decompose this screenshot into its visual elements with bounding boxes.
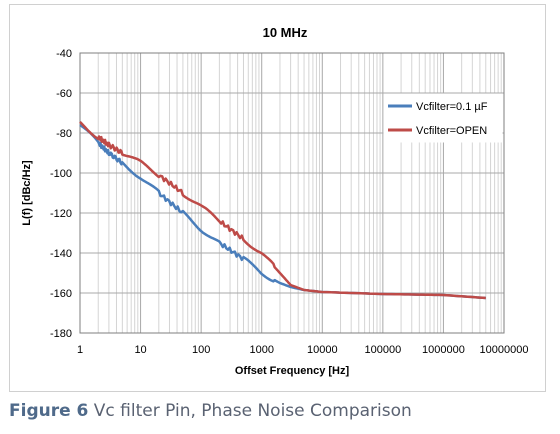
figure-label: Figure 6 — [9, 401, 89, 421]
x-tick-label: 10000000 — [480, 344, 529, 356]
x-tick-label: 100000 — [364, 344, 401, 356]
legend-label-0: Vcfilter=0.1 µF — [416, 101, 488, 113]
plot-area — [79, 52, 505, 334]
figure-caption: Figure 6 Vc filter Pin, Phase Noise Comp… — [9, 401, 412, 427]
y-tick-label: -60 — [56, 88, 72, 100]
y-tick-label: -160 — [50, 288, 72, 300]
x-tick-label: 1000 — [249, 344, 273, 356]
series-line-1 — [79, 121, 486, 300]
tick-labels: 1 10 100 1000 10000 100000 1000000 10000000 -180… — [50, 48, 529, 356]
x-tick-label: 100 — [192, 344, 210, 356]
y-tick-label: -120 — [50, 208, 72, 220]
legend-box — [383, 93, 503, 143]
y-tick-label: -40 — [56, 48, 72, 60]
chart-svg: 10 MHz 1 10 100 1000 10000 100000 1000000 10000… — [21, 25, 529, 377]
grid — [79, 52, 505, 334]
y-tick-label: -80 — [56, 128, 72, 140]
y-tick-label: -180 — [50, 328, 72, 340]
chart-title: 10 MHz — [263, 25, 308, 40]
x-tick-label: 1000000 — [422, 344, 465, 356]
legend-label-1: Vcfilter=OPEN — [416, 125, 487, 137]
x-axis-label: Offset Frequency [Hz] — [235, 365, 350, 377]
legend: Vcfilter=0.1 µF Vcfilter=OPEN — [383, 93, 503, 143]
y-axis-label: L(f) [dBc/Hz] — [21, 160, 33, 226]
x-tick-label: 1 — [77, 344, 83, 356]
y-tick-label: -140 — [50, 248, 72, 260]
y-tick-label: -100 — [50, 168, 72, 180]
caption-text: Vc filter Pin, Phase Noise Comparison — [88, 401, 412, 421]
x-tick-label: 10 — [134, 344, 146, 356]
series-lines — [79, 121, 486, 300]
x-tick-label: 10000 — [307, 344, 338, 356]
